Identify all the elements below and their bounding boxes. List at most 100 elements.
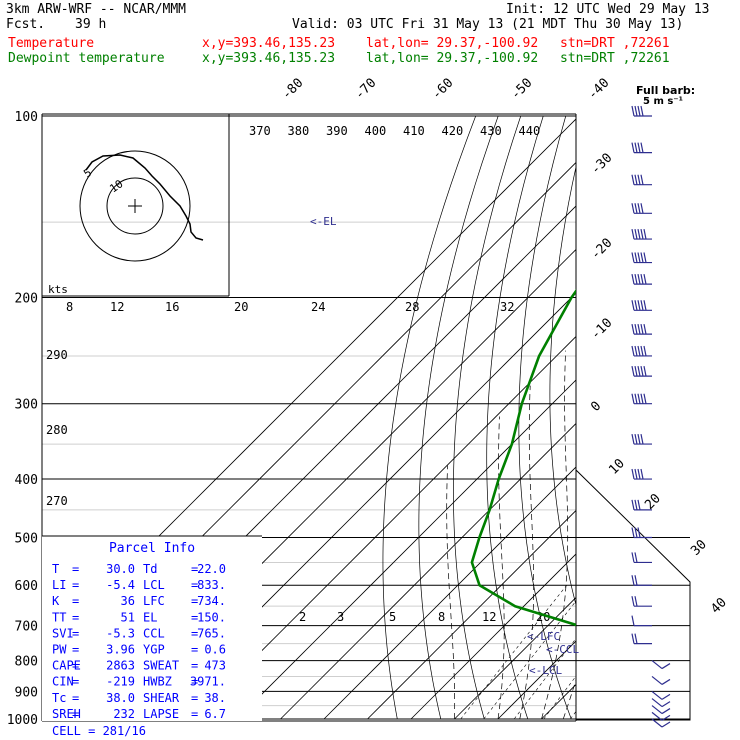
isotherm-line [716,116,740,719]
wind-barb [643,365,647,377]
wind-barb [634,203,638,214]
mixing-ratio-tick-label: 8 [438,610,445,624]
wind-barb [634,252,638,263]
parcel-param-value: 150. [197,610,226,624]
theta-tick-label: 410 [403,124,425,138]
wind-barb [637,393,641,404]
header: 3km ARW-WRF -- NCAR/MMM Init: 12 UTC Wed… [0,0,740,68]
lfc-marker: <-LFC [527,630,560,643]
parcel-equals: = [191,659,198,673]
parcel-param-value: 38.0 [106,691,135,705]
wind-barb [661,693,671,700]
parcel-param-value: 38. [204,691,226,705]
pressure-tick-label: 300 [15,398,38,413]
pressure-tick-label: 600 [15,579,38,594]
parcel-param-name: PW [52,643,67,657]
wind-barb [643,228,647,240]
isotherm-line [585,116,740,719]
frame-extension [575,469,691,721]
parcel-param-name: CCL [143,626,165,640]
isotherm-tick-label: -40 [585,76,612,103]
wind-barb [631,105,635,117]
hodograph-trace [85,154,204,241]
wind-barb [651,705,663,715]
theta-tick-label: 400 [365,124,387,138]
parcel-param-name: K [52,594,60,608]
wind-barb [651,675,663,685]
mixing-ratio-tick-label: 32 [500,300,514,314]
dry-adiabat-line [665,116,740,719]
dry-adiabat-line [637,116,740,719]
dry-adiabat-line [691,116,740,719]
parcel-param-value: 51 [121,610,135,624]
wind-barb [634,433,638,445]
parcel-equals: = [191,594,198,608]
wind-barb [637,228,641,240]
wind-barbs [631,105,671,728]
wind-barb [637,345,641,357]
init-time: Init: 12 UTC Wed 29 May 13 [506,2,710,17]
pressure-tick-label: 800 [15,655,38,670]
parcel-param-name: SREH [52,707,81,721]
wind-barb [661,708,671,715]
isotherm-tick-label: 0 [588,399,604,415]
mixing-ratio-tick-label: 8 [66,300,73,314]
wind-barb [631,552,635,563]
theta-tick-label: 420 [442,124,464,138]
hodograph: 510 [42,114,230,297]
dewpoint-station: stn=DRT ,72261 [560,51,670,66]
wind-barb [634,300,638,311]
isotherm-tick-label: -20 [588,236,615,263]
pressure-tick-label: 1000 [7,713,38,728]
parcel-cell-motion: CELL = 281/16 [52,724,146,738]
parcel-param-name: HWBZ [143,675,172,689]
parcel-param-name: EL [143,610,157,624]
wind-barb [651,690,663,700]
parcel-equals: = [191,562,198,576]
parcel-param-value: -5.3 [106,626,135,640]
temperature-legend: Temperature [8,36,95,51]
wind-barb [631,252,635,263]
wind-barb [631,300,635,311]
wind-barb [634,575,638,586]
mixing-ratio-tick-label: 12 [482,610,496,624]
wind-barb [640,203,644,214]
parcel-param-value: 3971. [190,675,226,689]
wind-barb [634,393,638,404]
moist-adiabat-line [562,678,576,720]
wind-barb [651,718,663,728]
wind-barb [637,324,641,335]
wind-barb [631,596,635,607]
parcel-param-name: LCL [143,578,165,592]
hodograph-ring-label: 10 [107,177,125,195]
wind-barb [634,345,638,357]
parcel-equals: = [191,578,198,592]
dry-adiabat-line [453,115,522,720]
parcel-param-name: SVI [52,626,74,640]
dry-adiabat-line [486,115,544,720]
parcel-param-value: -219 [106,675,135,689]
parcel-equals: = [72,675,79,689]
mixing-ratio-tick-label: 16 [165,300,179,314]
wind-barb [634,273,638,285]
parcel-param-name: CIN [52,675,74,689]
wind-barb [631,393,635,404]
mixing-ratio-tick-label: 20 [234,300,248,314]
wind-barb [634,596,638,607]
parcel-param-value: 36 [121,594,135,608]
moist-adiabat-line [541,350,569,720]
wind-barb [631,365,635,377]
theta-tick-label: 370 [249,124,271,138]
full-barb-units: 5 m s⁻¹ [643,96,683,107]
wind-barb [651,711,663,721]
wind-barb [640,324,644,335]
isotherm-line [497,640,576,720]
dry-adiabat-line [518,115,572,720]
pressure-tick-label: 100 [15,110,38,125]
isotherm-tick-label: -80 [279,76,306,103]
parcel-equals: = [72,643,79,657]
wind-barb [634,527,638,538]
wind-barb [631,142,635,153]
mixing-ratio-line [570,710,576,720]
